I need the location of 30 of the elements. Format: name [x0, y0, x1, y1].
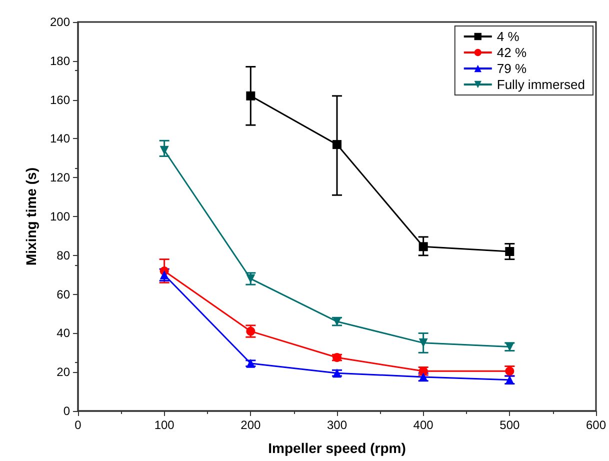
- legend-label: Fully immersed: [496, 77, 585, 92]
- y-tick-label: 140: [50, 132, 70, 146]
- point: [418, 242, 428, 252]
- point: [246, 91, 256, 100]
- legend-label: 79 %: [496, 61, 527, 76]
- x-tick-label: 100: [154, 418, 175, 432]
- legend-label: 4 %: [496, 29, 520, 44]
- x-tick-label: 300: [326, 418, 348, 432]
- y-tick-label: 200: [50, 15, 70, 29]
- y-tick-label: 60: [56, 287, 70, 302]
- x-tick-label: 0: [74, 418, 82, 432]
- y-tick-label: 20: [56, 365, 70, 380]
- y-tick-label: 40: [56, 326, 70, 340]
- x-tick-label: 400: [413, 418, 434, 432]
- point: [418, 338, 428, 348]
- y-tick-label: 120: [50, 170, 70, 185]
- y-tick-label: 80: [56, 248, 70, 262]
- x-axis-title: Impeller speed (rpm): [268, 440, 406, 456]
- y-tick-label: 180: [50, 54, 70, 68]
- y-tick-label: 100: [50, 210, 70, 224]
- x-tick-label: 600: [586, 418, 606, 432]
- point: [332, 140, 342, 150]
- y-axis-title: Mixing time (s): [23, 167, 39, 266]
- point: [505, 247, 514, 256]
- x-tick-label: 500: [500, 418, 520, 432]
- y-tick-label: 0: [63, 404, 70, 418]
- y-tick-label: 160: [50, 92, 70, 107]
- point: [160, 146, 169, 155]
- x-tick-label: 200: [240, 418, 261, 432]
- legend-label: 42 %: [496, 45, 527, 60]
